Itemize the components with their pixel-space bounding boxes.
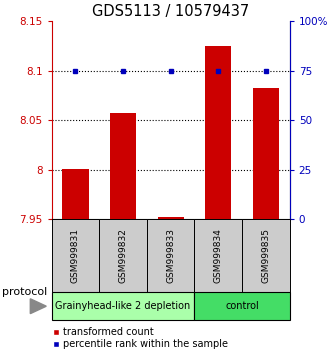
Bar	[110, 113, 136, 219]
Bar	[194, 219, 242, 292]
Title: GDS5113 / 10579437: GDS5113 / 10579437	[92, 4, 249, 19]
Bar	[253, 88, 279, 219]
Text: control: control	[225, 301, 259, 311]
Bar	[158, 217, 184, 219]
Text: GSM999832: GSM999832	[119, 228, 128, 283]
Bar	[52, 292, 194, 320]
Text: Grainyhead-like 2 depletion: Grainyhead-like 2 depletion	[55, 301, 191, 311]
Text: GSM999833: GSM999833	[166, 228, 175, 283]
Text: GSM999835: GSM999835	[261, 228, 270, 283]
Bar	[99, 219, 147, 292]
Polygon shape	[30, 299, 46, 314]
Bar	[62, 169, 89, 219]
Text: GSM999831: GSM999831	[71, 228, 80, 283]
Text: protocol: protocol	[2, 287, 47, 297]
Bar	[242, 219, 290, 292]
Bar	[147, 219, 194, 292]
Bar	[194, 292, 290, 320]
Legend: transformed count, percentile rank within the sample: transformed count, percentile rank withi…	[53, 327, 228, 349]
Bar	[52, 219, 99, 292]
Bar	[205, 46, 231, 219]
Text: GSM999834: GSM999834	[214, 228, 223, 283]
